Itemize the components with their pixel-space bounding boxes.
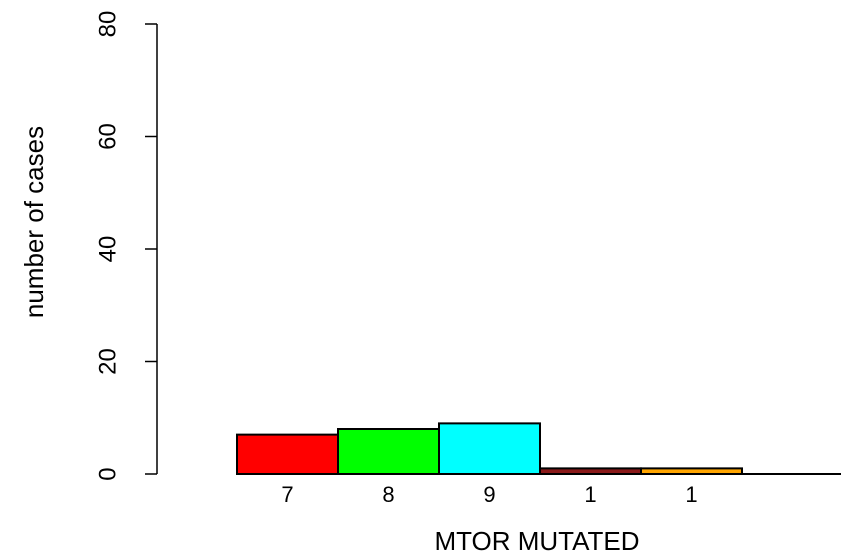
bar-labels: 7 8 9 1 1 xyxy=(281,482,697,507)
bar-1 xyxy=(236,433,339,475)
bar-label: 9 xyxy=(483,482,495,507)
y-tick-label: 20 xyxy=(95,348,122,375)
bar-3 xyxy=(438,422,541,475)
bars xyxy=(236,422,743,475)
x-axis-title: MTOR MUTATED xyxy=(434,526,639,556)
bar-label: 1 xyxy=(584,482,596,507)
bar-label: 1 xyxy=(685,482,697,507)
y-tick-label: 0 xyxy=(95,467,122,480)
bar-label: 8 xyxy=(382,482,394,507)
bar-2 xyxy=(337,428,440,475)
y-tick-label: 40 xyxy=(95,236,122,263)
y-tick-label: 80 xyxy=(95,11,122,38)
y-axis: 0 20 40 60 80 xyxy=(95,11,158,481)
y-tick-label: 60 xyxy=(95,123,122,150)
bar-label: 7 xyxy=(281,482,293,507)
y-axis-title: number of cases xyxy=(19,126,49,318)
